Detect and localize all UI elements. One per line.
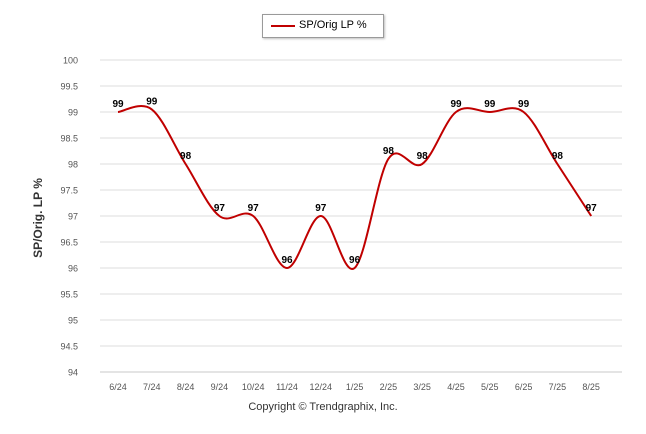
x-axis-ticks: 6/24 7/24 8/24 9/24 10/24 11/24 12/24 1/25 2/25 3…: [109, 382, 600, 392]
y-tick-label: 94.5: [60, 342, 78, 352]
y-tick-label: 96: [68, 264, 78, 274]
data-labels: 99 99 98 97 97 96 97 96 98 98 99 99 99 98 97: [112, 96, 597, 266]
data-label: 98: [552, 151, 564, 162]
legend-swatch: [271, 25, 295, 27]
x-tick-label: 1/25: [346, 382, 364, 392]
x-tick-label: 6/25: [515, 382, 533, 392]
data-label: 99: [146, 96, 158, 107]
y-tick-label: 97.5: [60, 186, 78, 196]
data-label: 97: [248, 203, 260, 214]
y-tick-label: 95.5: [60, 290, 78, 300]
x-tick-label: 2/25: [380, 382, 398, 392]
x-tick-label: 7/25: [549, 382, 567, 392]
y-tick-label: 99.5: [60, 82, 78, 92]
copyright-footer: Copyright © Trendgraphix, Inc.: [248, 401, 398, 413]
data-label: 97: [214, 203, 226, 214]
data-label: 98: [417, 151, 429, 162]
y-tick-label: 97: [68, 212, 78, 222]
data-label: 99: [450, 99, 462, 110]
x-tick-label: 8/25: [582, 382, 600, 392]
gridlines: [100, 59, 622, 373]
data-label: 97: [315, 203, 327, 214]
x-tick-label: 4/25: [447, 382, 465, 392]
data-label: 99: [484, 99, 496, 110]
y-axis-ticks: 94 94.5 95 95.5 96 96.5 97 97.5 98 98.5 99 99.5 100: [60, 56, 78, 378]
x-tick-label: 7/24: [143, 382, 161, 392]
x-tick-label: 5/25: [481, 382, 499, 392]
y-tick-label: 99: [68, 108, 78, 118]
x-tick-label: 12/24: [310, 382, 333, 392]
data-label: 98: [383, 146, 395, 157]
x-tick-label: 6/24: [109, 382, 127, 392]
series-line: [117, 105, 593, 270]
data-label: 98: [180, 151, 192, 162]
y-tick-label: 100: [63, 56, 78, 66]
x-tick-label: 8/24: [177, 382, 195, 392]
data-label: 99: [518, 99, 530, 110]
legend-label: SP/Orig LP %: [299, 19, 367, 31]
x-tick-label: 10/24: [242, 382, 265, 392]
data-label: 96: [281, 255, 293, 266]
legend: SP/Orig LP %: [262, 14, 384, 38]
y-tick-label: 96.5: [60, 238, 78, 248]
x-tick-label: 3/25: [413, 382, 431, 392]
x-tick-label: 11/24: [276, 382, 298, 392]
data-label: 96: [349, 255, 361, 266]
y-axis-label: SP/Orig. LP %: [31, 178, 45, 258]
y-tick-label: 98: [68, 160, 78, 170]
data-label: 97: [586, 203, 598, 214]
y-tick-label: 94: [68, 368, 78, 378]
y-tick-label: 95: [68, 316, 78, 326]
y-tick-label: 98.5: [60, 134, 78, 144]
data-label: 99: [112, 99, 124, 110]
x-tick-label: 9/24: [211, 382, 229, 392]
